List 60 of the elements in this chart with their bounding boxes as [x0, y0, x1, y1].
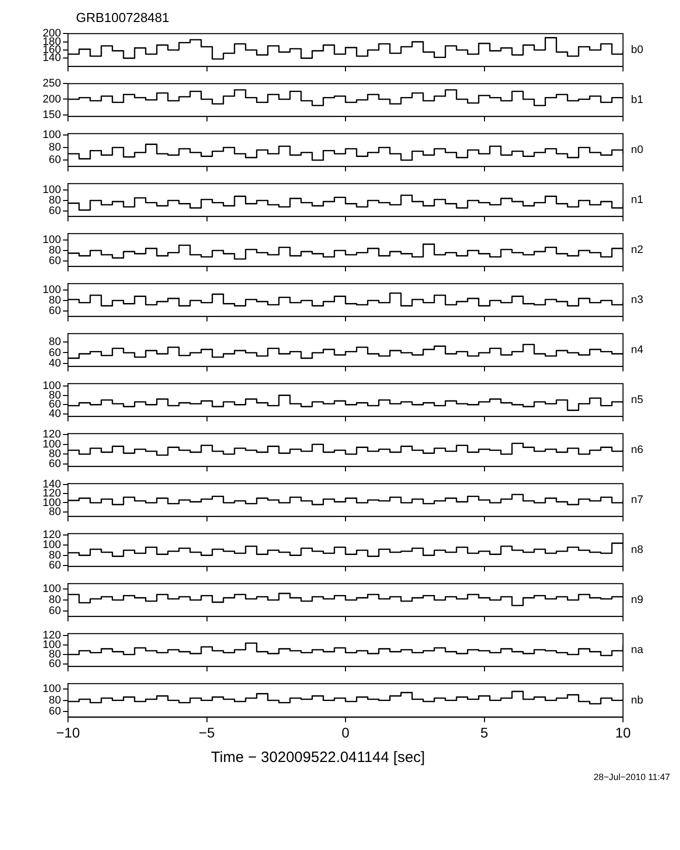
y-tick-label: 60: [48, 205, 61, 218]
x-tick-label: 10: [615, 724, 631, 740]
series-label: n1: [631, 194, 644, 206]
x-tick-label: 0: [342, 724, 350, 740]
y-tick-label: 60: [48, 706, 61, 718]
y-tick-label: 80: [48, 142, 61, 154]
series-label: n2: [631, 244, 644, 256]
y-tick-label: 250: [42, 78, 61, 90]
y-tick-label: 100: [42, 438, 61, 450]
x-tick-label: −5: [198, 724, 215, 740]
y-tick-label: 80: [48, 549, 61, 562]
y-tick-label: 80: [48, 694, 61, 706]
y-tick-label: 60: [48, 604, 61, 617]
series-label: n6: [631, 444, 644, 456]
series-label: n5: [631, 394, 644, 406]
series-label: n7: [631, 494, 644, 506]
y-tick-label: 120: [42, 428, 61, 441]
y-tick-label: 60: [48, 346, 61, 359]
y-tick-label: 60: [48, 154, 61, 166]
y-tick-label: 60: [48, 559, 61, 572]
y-tick-label: 40: [48, 408, 61, 420]
y-tick-label: 60: [48, 658, 61, 670]
y-tick-label: 100: [42, 284, 61, 296]
y-tick-label: 100: [42, 583, 61, 596]
y-tick-label: 80: [48, 194, 61, 207]
y-tick-label: 80: [48, 294, 61, 307]
y-tick-label: 100: [42, 539, 61, 552]
series-label: n0: [631, 144, 644, 156]
y-tick-label: 100: [42, 234, 61, 246]
series-label: n4: [631, 344, 644, 356]
series-label: n8: [631, 544, 644, 556]
y-tick-label: 40: [48, 358, 61, 370]
chart-title: GRB100728481: [76, 10, 170, 25]
text: 28−Jul−2010 11:47: [592, 772, 670, 782]
y-tick-label: 60: [48, 458, 61, 470]
y-tick-label: 100: [42, 683, 61, 696]
y-tick-label: 80: [48, 336, 61, 348]
y-tick-label: 80: [48, 389, 61, 402]
series-label: na: [631, 644, 644, 656]
series-label: n3: [631, 294, 644, 306]
y-tick-label: 80: [48, 244, 61, 257]
series-label: nb: [631, 694, 644, 706]
series-label: b1: [631, 94, 644, 106]
x-tick-label: −10: [56, 724, 80, 740]
y-tick-label: 100: [42, 128, 61, 141]
series-label: n9: [631, 594, 644, 606]
y-tick-label: 80: [48, 448, 61, 460]
y-tick-label: 60: [48, 305, 61, 318]
y-tick-label: 100: [42, 184, 61, 196]
y-tick-label: 150: [42, 108, 61, 121]
y-tick-label: 80: [48, 506, 61, 518]
y-tick-label: 100: [42, 380, 61, 392]
series-label: b0: [631, 44, 644, 56]
x-tick-label: 5: [480, 724, 488, 740]
x-axis-title: Time − 302009522.041144 [sec]: [210, 749, 426, 766]
y-tick-label: 200: [42, 93, 61, 106]
y-tick-label: 80: [48, 648, 61, 661]
y-tick-label: 120: [42, 529, 61, 542]
y-tick-label: 60: [48, 255, 61, 268]
y-tick-label: 80: [48, 594, 61, 606]
